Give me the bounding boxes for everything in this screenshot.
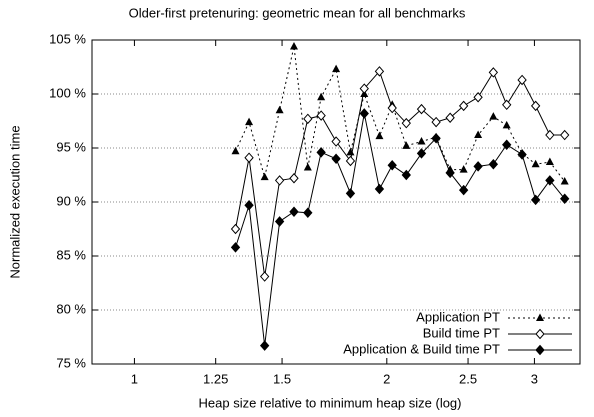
x-tick-label: 1.25	[203, 371, 228, 386]
legend-label: Application & Build time PT	[343, 341, 500, 356]
marker	[545, 175, 555, 186]
y-tick-label: 100 %	[49, 85, 86, 100]
marker	[345, 188, 356, 199]
x-tick-label: 2.5	[459, 371, 477, 386]
marker	[374, 183, 385, 195]
x-tick-label: 1.5	[273, 371, 291, 386]
marker	[331, 136, 341, 147]
series-line	[235, 70, 565, 277]
marker	[244, 152, 254, 163]
chart-title: Older-first pretenuring: geometric mean …	[129, 5, 466, 20]
legend-marker	[535, 328, 545, 340]
marker	[560, 129, 570, 141]
marker	[274, 216, 285, 227]
marker	[359, 108, 369, 119]
marker	[289, 41, 298, 50]
marker	[502, 139, 512, 151]
marker	[303, 162, 312, 171]
marker	[530, 100, 541, 112]
y-tick-label: 80 %	[56, 301, 86, 316]
marker	[289, 206, 299, 217]
marker	[473, 161, 483, 172]
x-tick-label: 2	[383, 371, 390, 386]
y-tick-label: 95 %	[56, 139, 86, 154]
marker	[545, 157, 554, 166]
marker	[416, 103, 427, 115]
marker	[259, 271, 270, 282]
marker	[231, 146, 240, 155]
legend-marker	[535, 344, 545, 356]
marker	[316, 110, 326, 121]
marker	[244, 199, 254, 211]
y-tick-label: 105 %	[49, 31, 86, 46]
series-line	[235, 46, 566, 182]
x-tick-label: 1	[131, 371, 138, 386]
marker	[387, 102, 397, 114]
x-tick-label: 3	[531, 371, 538, 386]
marker	[332, 64, 341, 73]
marker	[458, 100, 469, 112]
marker	[316, 147, 326, 158]
y-tick-label: 90 %	[56, 193, 86, 208]
marker	[375, 131, 384, 140]
marker	[260, 172, 269, 181]
marker	[359, 83, 369, 94]
marker	[289, 172, 299, 184]
marker	[401, 169, 411, 181]
marker	[502, 99, 512, 111]
legend-marker	[536, 313, 544, 321]
marker	[474, 130, 483, 139]
marker	[402, 141, 411, 149]
marker	[445, 112, 455, 124]
marker	[317, 92, 326, 101]
marker	[331, 153, 341, 165]
marker	[303, 207, 313, 219]
marker	[488, 158, 499, 170]
marker	[445, 167, 455, 179]
marker	[374, 66, 385, 77]
legend-label: Build time PT	[423, 325, 500, 340]
marker	[417, 137, 426, 145]
marker	[303, 113, 313, 125]
marker	[431, 133, 441, 144]
marker	[560, 176, 569, 185]
marker	[387, 160, 397, 171]
marker	[346, 147, 355, 156]
y-tick-label: 75 %	[56, 355, 86, 370]
x-axis-label: Heap size relative to minimum heap size …	[199, 395, 462, 410]
marker	[530, 194, 541, 206]
marker	[531, 159, 540, 168]
marker	[230, 223, 241, 235]
marker	[431, 116, 441, 128]
marker	[259, 340, 270, 351]
marker	[489, 112, 498, 120]
marker	[517, 74, 527, 86]
y-tick-label: 85 %	[56, 247, 86, 262]
marker	[416, 148, 427, 159]
marker	[560, 193, 570, 205]
marker	[459, 165, 468, 173]
marker	[473, 91, 483, 103]
marker	[458, 184, 469, 196]
marker	[274, 175, 285, 186]
legend-label: Application PT	[416, 309, 500, 324]
marker	[230, 242, 241, 253]
y-axis-label: Normalized execution time	[7, 125, 22, 278]
marker	[517, 149, 527, 160]
marker	[502, 120, 511, 129]
marker	[245, 117, 254, 126]
marker	[345, 155, 356, 167]
marker	[401, 117, 411, 129]
marker	[275, 105, 284, 114]
marker	[488, 67, 499, 78]
marker	[545, 129, 555, 141]
